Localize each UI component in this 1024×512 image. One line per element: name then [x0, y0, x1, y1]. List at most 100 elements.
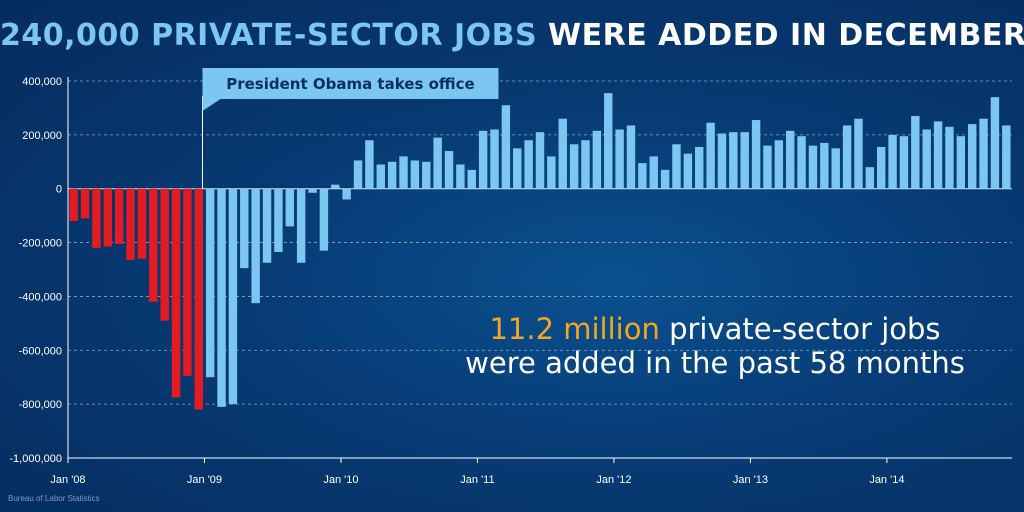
- bar: [376, 164, 385, 189]
- bar: [331, 184, 340, 189]
- bar: [501, 105, 511, 189]
- bar: [842, 125, 852, 189]
- bar: [410, 160, 420, 189]
- bar: [69, 188, 78, 222]
- summary-figure: 11.2 million: [489, 312, 660, 346]
- bar: [217, 188, 226, 407]
- bar: [751, 120, 761, 189]
- bar: [114, 188, 124, 244]
- xtick-label: Jan '11: [460, 474, 494, 486]
- bar: [1002, 125, 1011, 189]
- ytick-label: -1,000,000: [9, 453, 62, 465]
- bar: [433, 137, 442, 189]
- bar: [513, 148, 522, 189]
- bar: [922, 129, 931, 189]
- bar: [820, 142, 829, 189]
- bar: [353, 160, 363, 189]
- bar: [319, 188, 329, 251]
- bar: [342, 188, 351, 200]
- bar: [240, 188, 249, 269]
- bar: [911, 116, 920, 189]
- bar: [285, 188, 294, 227]
- bar: [672, 144, 681, 189]
- bar: [854, 118, 863, 189]
- bar: [626, 125, 636, 189]
- bar: [740, 132, 749, 189]
- bar: [569, 144, 579, 189]
- bar: [365, 140, 374, 189]
- bar: [717, 133, 727, 189]
- bar: [467, 169, 476, 189]
- xtick-label: Jan '14: [869, 474, 904, 486]
- bars: [69, 93, 1011, 410]
- ytick-label: 200,000: [22, 130, 62, 142]
- bar: [899, 136, 909, 189]
- bar: [535, 132, 545, 189]
- summary-line-2: were added in the past 58 months: [465, 346, 965, 380]
- summary-line-1-rest: private-sector jobs: [669, 312, 941, 346]
- bar: [456, 164, 465, 189]
- bar: [490, 129, 499, 189]
- xtick-label: Jan '09: [187, 474, 222, 486]
- bar: [92, 188, 101, 248]
- bar: [695, 146, 704, 189]
- bar: [797, 136, 806, 189]
- annotation-text: President Obama takes office: [226, 75, 475, 93]
- bar: [876, 146, 886, 189]
- annotation-callout: [202, 68, 499, 111]
- bar: [706, 122, 715, 189]
- bar: [638, 163, 647, 189]
- bar: [137, 188, 147, 259]
- bar: [581, 140, 590, 189]
- y-axis: 400,000 200,000 0 -200,000 -400,000 -600…: [9, 76, 62, 465]
- bar: [786, 130, 795, 189]
- bar: [262, 188, 272, 263]
- ytick-label: -600,000: [19, 345, 62, 357]
- bar: [171, 188, 181, 398]
- summary-line-1: 11.2 million private-sector jobs: [430, 312, 1000, 346]
- bar: [524, 140, 533, 189]
- xtick-label: Jan '13: [733, 474, 768, 486]
- ytick-label: -200,000: [19, 238, 62, 250]
- summary-annotation: 11.2 million private-sector jobs were ad…: [430, 312, 1000, 380]
- bar: [387, 161, 397, 189]
- bar: [683, 153, 693, 189]
- ytick-label: 400,000: [22, 76, 62, 88]
- bar: [103, 188, 113, 247]
- title-rest: WERE ADDED IN DECEMBER: [548, 18, 1024, 53]
- ytick-label: 0: [56, 184, 62, 196]
- bar: [308, 188, 317, 193]
- source-note: Bureau of Labor Statistics: [8, 494, 100, 503]
- bar: [933, 121, 943, 189]
- bar: [478, 130, 488, 189]
- bar: [205, 188, 215, 378]
- bar: [888, 134, 897, 189]
- bar: [763, 145, 772, 189]
- bar: [126, 188, 135, 261]
- bar: [422, 161, 431, 189]
- bar: [194, 188, 204, 410]
- chart-title: 240,000 PRIVATE-SECTOR JOBS WERE ADDED I…: [0, 18, 1024, 53]
- bar: [615, 129, 624, 189]
- bar: [990, 97, 1000, 189]
- bar: [547, 156, 556, 189]
- bar: [604, 93, 613, 189]
- bar: [592, 130, 602, 189]
- xtick-label: Jan '10: [323, 474, 358, 486]
- bar: [444, 151, 454, 189]
- title-highlight: 240,000 PRIVATE-SECTOR JOBS: [0, 18, 538, 53]
- bar: [160, 188, 169, 321]
- bar: [967, 124, 977, 189]
- bar: [649, 156, 658, 189]
- bar: [274, 188, 283, 252]
- x-axis-labels: Jan '08 Jan '09 Jan '10 Jan '11 Jan '12 …: [50, 474, 904, 486]
- bar: [865, 167, 875, 189]
- bar: [979, 118, 988, 189]
- ytick-label: -400,000: [19, 291, 62, 303]
- bar: [558, 118, 567, 189]
- bar: [80, 188, 90, 219]
- bar: [660, 169, 670, 189]
- bar: [956, 136, 966, 189]
- bar: [183, 188, 192, 376]
